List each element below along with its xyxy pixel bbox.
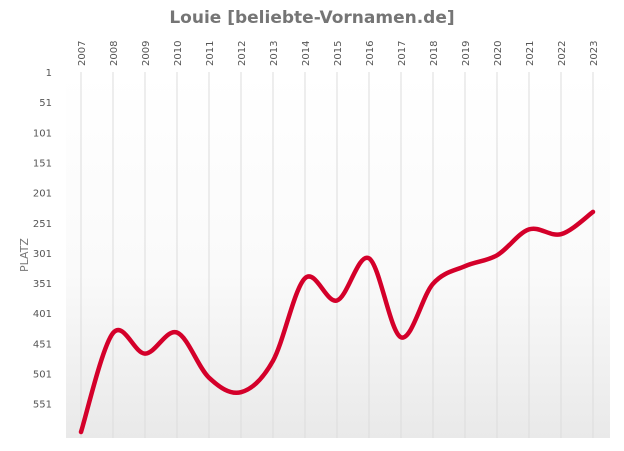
- x-tick-label: 2013: [269, 41, 280, 66]
- y-tick-label: 251: [33, 219, 52, 230]
- x-tick-label: 2018: [429, 41, 440, 66]
- x-tick-label: 2022: [557, 41, 568, 66]
- y-tick-label: 101: [33, 128, 52, 139]
- x-tick-label: 2020: [493, 41, 504, 66]
- y-tick-label: 201: [33, 189, 52, 200]
- y-tick-label: 351: [33, 279, 52, 290]
- y-axis-title: PLATZ: [18, 238, 31, 272]
- x-tick-label: 2016: [365, 41, 376, 66]
- y-tick-label: 301: [33, 249, 52, 260]
- x-tick-label: 2015: [333, 41, 344, 66]
- x-tick-label: 2009: [141, 41, 152, 66]
- y-tick-label: 51: [39, 98, 52, 109]
- chart-title: Louie [beliebte-Vornamen.de]: [169, 8, 455, 28]
- x-tick-label: 2012: [237, 41, 248, 66]
- x-tick-label: 2021: [525, 41, 536, 66]
- x-tick-label: 2010: [173, 41, 184, 66]
- x-tick-label: 2014: [301, 41, 312, 66]
- x-tick-label: 2023: [589, 41, 600, 66]
- plot-area: [66, 72, 610, 438]
- x-tick-label: 2019: [461, 41, 472, 66]
- y-tick-label: 551: [33, 400, 52, 411]
- x-tick-label: 2008: [109, 41, 120, 66]
- y-tick-label: 401: [33, 309, 52, 320]
- series-line: [78, 209, 596, 435]
- y-tick-label: 151: [33, 158, 52, 169]
- y-tick-label: 451: [33, 339, 52, 350]
- x-tick-label: 2011: [205, 41, 216, 66]
- y-tick-label: 501: [33, 370, 52, 381]
- y-tick-label: 1: [46, 68, 52, 79]
- x-tick-label: 2017: [397, 41, 408, 66]
- x-tick-label: 2007: [77, 41, 88, 66]
